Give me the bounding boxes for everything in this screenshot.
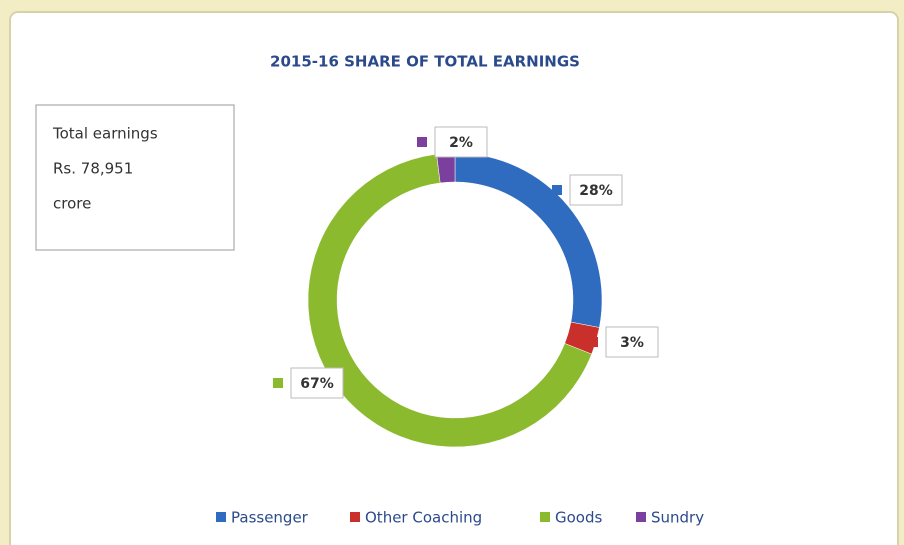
data-label-box — [434, 126, 488, 158]
data-label: 67% — [300, 376, 334, 392]
annotation-line: crore — [53, 195, 91, 213]
legend-key — [540, 512, 550, 522]
annotation-line: Total earnings — [52, 125, 158, 143]
data-label-box — [569, 174, 623, 206]
donut-segment — [307, 153, 593, 448]
data-label-box — [290, 367, 344, 399]
panel — [9, 11, 899, 545]
data-label-key — [273, 378, 283, 388]
chart-title: 2015-16 SHARE OF TOTAL EARNINGS — [270, 53, 580, 71]
legend-label: Sundry — [651, 509, 704, 527]
data-label: 28% — [579, 183, 613, 199]
legend-key — [216, 512, 226, 522]
data-label-box — [605, 326, 659, 358]
legend-key — [636, 512, 646, 522]
data-label-key — [552, 185, 562, 195]
data-label: 2% — [449, 135, 473, 151]
annotation-line: Rs. 78,951 — [53, 160, 133, 178]
legend-label: Other Coaching — [365, 509, 482, 527]
annotation-box — [35, 104, 235, 251]
legend-key — [350, 512, 360, 522]
legend-label: Goods — [555, 509, 602, 527]
data-label-key — [588, 337, 598, 347]
data-label-key — [417, 137, 427, 147]
legend-label: Passenger — [231, 509, 309, 527]
data-label: 3% — [620, 335, 644, 351]
